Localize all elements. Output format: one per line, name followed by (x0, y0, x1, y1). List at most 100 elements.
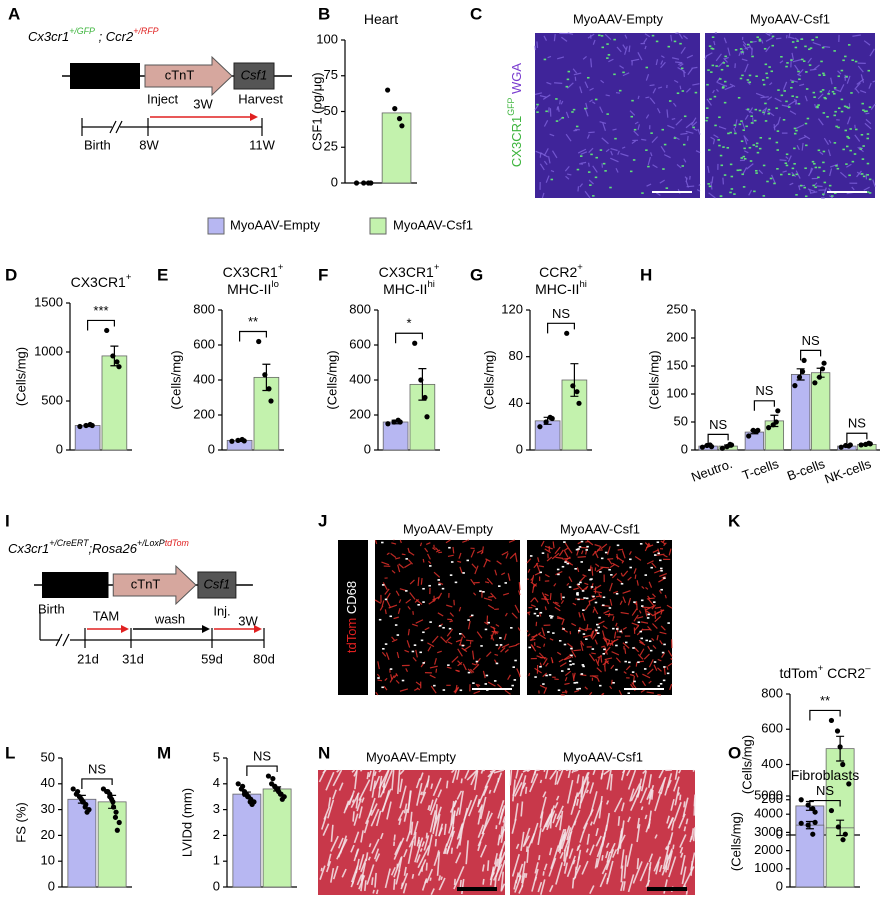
texture-stroke (536, 655, 543, 659)
rich-text: MHC-IIhi (535, 279, 587, 297)
texture-stroke (425, 862, 428, 871)
y-tick-label: 3000 (754, 824, 783, 839)
texture-stroke (859, 89, 867, 94)
texture-stroke (546, 556, 553, 562)
texture-stroke (586, 833, 590, 845)
data-point (719, 445, 725, 451)
texture-stroke (685, 87, 691, 93)
cell-dot (534, 676, 537, 678)
construct-label: Csf1 (204, 576, 231, 591)
texture-stroke (594, 586, 597, 594)
cell-dot (794, 46, 798, 49)
data-point (828, 717, 835, 724)
texture-stroke (375, 853, 381, 862)
cell-dot (863, 110, 867, 113)
texture-stroke (605, 850, 609, 859)
texture-stroke (382, 582, 388, 590)
texture-stroke (652, 88, 657, 94)
texture-stroke (529, 773, 539, 793)
texture-stroke (405, 668, 409, 673)
cell-dot (575, 125, 579, 128)
texture-stroke (669, 683, 673, 691)
texture-stroke (526, 849, 530, 863)
texture-stroke (698, 184, 701, 187)
texture-stroke (634, 625, 640, 631)
texture-stroke (446, 830, 456, 855)
y-tick-label: 1 (213, 853, 220, 868)
texture-stroke (330, 824, 334, 842)
significance-label: ** (248, 314, 258, 329)
texture-stroke (597, 657, 600, 665)
cell-dot (601, 46, 604, 49)
texture-stroke (587, 33, 595, 39)
cell-dot (662, 168, 665, 170)
data-point (708, 444, 715, 450)
y-axis-label: (Cells/mg) (728, 812, 743, 871)
texture-stroke (330, 867, 335, 883)
y-tick-label: 400 (761, 756, 783, 771)
cell-dot (753, 119, 757, 122)
texture-stroke (761, 39, 764, 44)
texture-stroke (476, 549, 483, 554)
cell-dot (572, 108, 576, 111)
texture-stroke (572, 602, 577, 606)
significance-label: NS (253, 748, 271, 763)
data-point (368, 180, 374, 186)
texture-stroke (587, 162, 590, 167)
cell-dot (837, 126, 840, 129)
texture-stroke (663, 879, 668, 894)
texture-stroke (421, 779, 430, 796)
texture-stroke (579, 576, 586, 582)
texture-stroke (782, 81, 788, 90)
cell-dot (602, 596, 606, 599)
cell-dot (584, 107, 587, 110)
texture-stroke (412, 611, 414, 615)
data-point (110, 804, 117, 810)
texture-stroke (641, 680, 647, 687)
texture-stroke (645, 96, 650, 99)
texture-stroke (706, 98, 712, 106)
texture-stroke (549, 884, 554, 893)
data-point (699, 444, 706, 450)
texture-stroke (425, 542, 431, 545)
cell-dot (449, 574, 453, 576)
cell-dot (660, 569, 663, 572)
significance-bracket (81, 778, 113, 789)
texture-stroke (744, 114, 749, 120)
significance-bracket (800, 349, 822, 361)
cell-dot (556, 568, 560, 571)
texture-stroke (419, 772, 424, 781)
texture-stroke (589, 782, 595, 794)
texture-stroke (360, 862, 367, 882)
cell-dot (580, 673, 584, 675)
cell-dot (657, 552, 660, 555)
texture-stroke (416, 782, 423, 806)
texture-stroke (471, 663, 477, 666)
texture-stroke (674, 769, 679, 780)
texture-stroke (667, 650, 673, 657)
texture-stroke (521, 782, 527, 790)
cell-dot (568, 586, 572, 588)
data-point (867, 441, 873, 447)
cell-dot (384, 598, 388, 601)
texture-stroke (682, 866, 695, 889)
cell-dot (729, 191, 732, 194)
texture-stroke (596, 566, 604, 573)
cell-dot (645, 66, 649, 69)
texture-stroke (660, 145, 666, 153)
cell-dot (845, 106, 849, 108)
texture-stroke (766, 32, 773, 36)
cell-dot (622, 71, 625, 74)
cell-dot (592, 595, 595, 598)
texture-stroke (560, 100, 564, 105)
texture-stroke (690, 852, 696, 871)
texture-stroke (509, 552, 517, 559)
cell-dot (740, 157, 744, 159)
cell-dot (645, 639, 648, 642)
texture-stroke (373, 848, 380, 860)
texture-stroke (635, 672, 639, 678)
texture-stroke (593, 584, 602, 591)
texture-stroke (407, 790, 412, 810)
timeline-label: 3W (238, 613, 258, 628)
cell-dot (539, 571, 542, 574)
